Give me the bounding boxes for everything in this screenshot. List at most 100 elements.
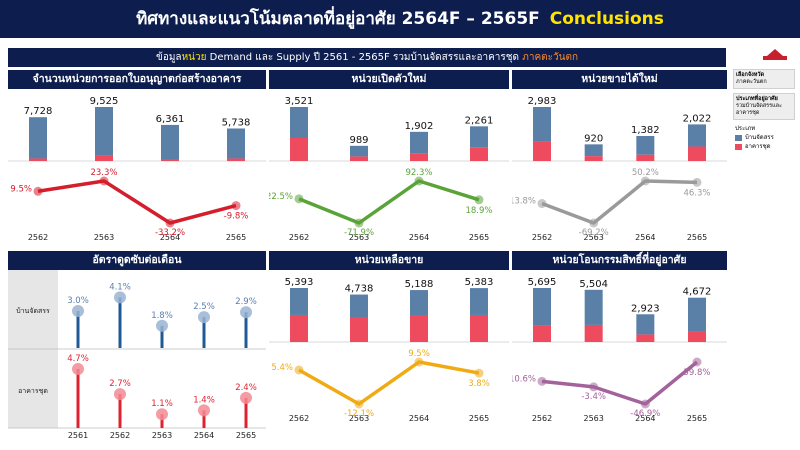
remaining-growth-label: -12.1% bbox=[344, 409, 374, 419]
new_sales-bar-condo bbox=[688, 146, 706, 161]
permits-bar-house bbox=[227, 128, 245, 159]
new_sales-bar-house bbox=[584, 144, 603, 157]
remaining-growth-label: 9.5% bbox=[408, 349, 430, 359]
transfers-bar-house bbox=[533, 288, 551, 326]
absorption-row-label-house: บ้านจัดสรร bbox=[16, 307, 50, 315]
permits-growth-line bbox=[37, 179, 237, 225]
new-supply-chart-title: หน่วยเปิดตัวใหม่ bbox=[269, 70, 509, 89]
filter-sidebar: เลือกจังหวัด ภาคตะวันตก ประเภทที่อยู่อาศ… bbox=[733, 48, 795, 198]
absorption-dot-condo bbox=[156, 408, 168, 421]
new_sales-bar-house bbox=[688, 124, 706, 147]
absorption-dot-condo bbox=[198, 404, 210, 417]
transfers-total-label: 5,695 bbox=[528, 277, 557, 288]
transfers-chart-panel: หน่วยโอนกรรมสิทธิ์ที่อยู่อาศัย 5,695 2562… bbox=[512, 251, 727, 441]
new-sales-chart-title: หน่วยขายได้ใหม่ bbox=[512, 70, 727, 89]
transfers-bar-condo bbox=[636, 334, 655, 342]
new_sales-growth-point bbox=[640, 176, 650, 186]
new_supply-total-label: 1,902 bbox=[405, 121, 434, 132]
permits-bar-house bbox=[95, 107, 113, 156]
permits-x-tick: 2565 bbox=[226, 233, 246, 242]
new_sales-growth-line bbox=[541, 179, 698, 225]
page-title-highlight: Conclusions bbox=[549, 9, 664, 29]
new_sales-growth-point bbox=[589, 218, 599, 228]
type-filter-label: ประเภทที่อยู่อาศัย bbox=[736, 96, 778, 102]
legend-swatch-house bbox=[735, 134, 742, 141]
new_sales-growth-point bbox=[537, 199, 547, 209]
new_supply-x-tick: 2565 bbox=[469, 233, 489, 242]
transfers-growth-point bbox=[589, 382, 599, 392]
legend-item-condo: อาคารชุด bbox=[735, 142, 795, 151]
permits-growth-point bbox=[165, 218, 175, 228]
new-supply-chart-panel: หน่วยเปิดตัวใหม่ 3,521 2562 989 2563 1,902 25… bbox=[269, 70, 509, 246]
remaining-growth-label: 3.8% bbox=[468, 379, 490, 389]
remaining-bar-condo bbox=[470, 314, 488, 342]
transfers-growth-label: 59.8% bbox=[683, 368, 710, 378]
new_supply-growth-point bbox=[294, 194, 304, 204]
new-sales-chart-panel: หน่วยขายได้ใหม่ 2,983 2562 920 2563 1,382 256… bbox=[512, 70, 727, 246]
new_supply-total-label: 989 bbox=[349, 135, 368, 146]
remaining-total-label: 5,383 bbox=[465, 277, 494, 288]
permits-bar-house bbox=[161, 124, 179, 160]
permits-bar-condo bbox=[227, 158, 245, 161]
legend-item-house: บ้านจัดสรร bbox=[735, 133, 795, 142]
new_supply-x-tick: 2563 bbox=[349, 233, 369, 242]
permits-x-tick: 2562 bbox=[28, 233, 48, 242]
legend: ประเภท บ้านจัดสรร อาคารชุด bbox=[733, 124, 795, 151]
new_sales-total-label: 2,983 bbox=[528, 96, 557, 107]
transfers-bar-house bbox=[688, 297, 706, 332]
page-title: ทิศทางและแนวโน้มตลาดที่อยู่อาศัย 2564F –… bbox=[136, 9, 540, 29]
permits-total-label: 7,728 bbox=[24, 106, 53, 117]
new_supply-growth-point bbox=[354, 218, 364, 228]
remaining-growth-line bbox=[298, 360, 480, 406]
remaining-growth-point bbox=[354, 399, 364, 409]
remaining-bar-condo bbox=[290, 314, 308, 342]
permits-growth-label: 9.5% bbox=[10, 184, 32, 194]
legend-swatch-condo bbox=[735, 143, 742, 150]
transfers-x-tick: 2565 bbox=[687, 414, 707, 423]
remaining-bar-condo bbox=[350, 317, 368, 342]
legend-label-house: บ้านจัดสรร bbox=[745, 134, 774, 141]
permits-growth-label: -9.8% bbox=[224, 212, 249, 222]
new_sales-bar-house bbox=[533, 107, 551, 142]
subheader-middle: Demand และ Supply ปี 2561 - 2565F รวมบ้า… bbox=[209, 52, 520, 63]
new_sales-growth-label: 50.2% bbox=[632, 168, 659, 178]
data-subheader: ข้อมูลหน่วย Demand และ Supply ปี 2561 - … bbox=[8, 48, 726, 67]
permits-growth-label: 23.3% bbox=[90, 168, 117, 178]
region-filter[interactable]: เลือกจังหวัด ภาคตะวันตก bbox=[733, 69, 795, 89]
new_sales-growth-label: -69.2% bbox=[579, 228, 609, 238]
absorption-chart-panel: อัตราดูดซับต่อเดือน บ้านจัดสรร อาคารชุด 3.… bbox=[8, 251, 266, 441]
permits-growth-point bbox=[33, 186, 43, 196]
new_sales-x-tick: 2565 bbox=[687, 233, 707, 242]
new_sales-x-tick: 2564 bbox=[635, 233, 655, 242]
new_sales-bar-condo bbox=[636, 154, 655, 161]
transfers-total-label: 4,672 bbox=[683, 287, 712, 298]
remaining-bar-house bbox=[470, 288, 488, 315]
new_supply-growth-label: 92.3% bbox=[405, 168, 432, 178]
transfers-total-label: 5,504 bbox=[579, 279, 608, 290]
permits-x-tick: 2564 bbox=[160, 233, 180, 242]
transfers-x-tick: 2563 bbox=[583, 414, 603, 423]
remaining-growth-label: 5.4% bbox=[271, 363, 293, 373]
new_supply-total-label: 3,521 bbox=[285, 96, 314, 107]
new_sales-x-tick: 2562 bbox=[532, 233, 552, 242]
new_supply-bar-condo bbox=[350, 156, 368, 161]
type-filter[interactable]: ประเภทที่อยู่อาศัย รวมบ้านจัดสรรและ อาคา… bbox=[733, 93, 795, 120]
transfers-chart-title: หน่วยโอนกรรมสิทธิ์ที่อยู่อาศัย bbox=[512, 251, 727, 270]
header-bar: ทิศทางและแนวโน้มตลาดที่อยู่อาศัย 2564F –… bbox=[0, 0, 800, 38]
new_supply-growth-label: -71.9% bbox=[344, 228, 374, 238]
absorption-value-label: 4.7% bbox=[67, 354, 89, 364]
remaining-chart-panel: หน่วยเหลือขาย 5,393 2562 4,738 2563 5,188 256… bbox=[269, 251, 509, 441]
permits-bar-condo bbox=[29, 158, 47, 161]
absorption-chart-title: อัตราดูดซับต่อเดือน bbox=[8, 251, 266, 270]
absorption-value-label: 1.1% bbox=[151, 399, 173, 409]
permits-total-label: 9,525 bbox=[90, 96, 119, 107]
absorption-dot-house bbox=[114, 291, 126, 304]
permits-total-label: 5,738 bbox=[222, 117, 251, 128]
transfers-growth-point bbox=[692, 357, 702, 367]
absorption-x-tick: 2561 bbox=[68, 431, 88, 440]
subheader-prefix: ข้อมูล bbox=[156, 52, 182, 63]
new_supply-growth-point bbox=[474, 195, 484, 205]
permits-growth-point bbox=[231, 201, 241, 211]
type-filter-value-1: รวมบ้านจัดสรรและ bbox=[736, 103, 782, 109]
